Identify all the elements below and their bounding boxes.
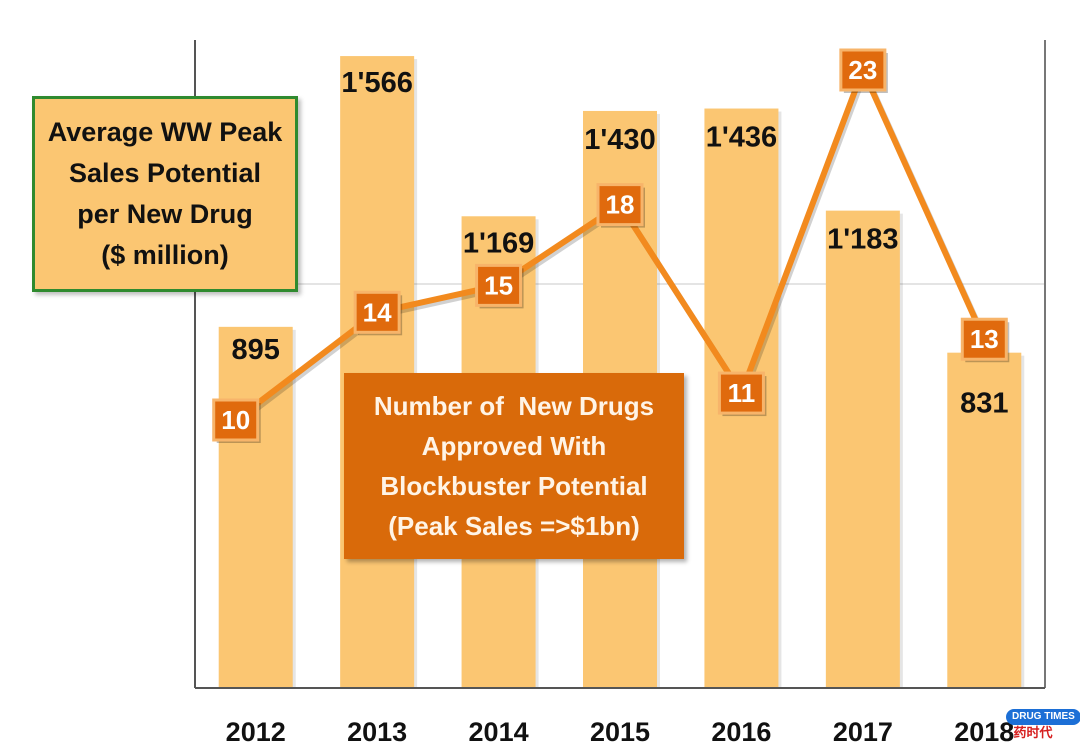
bar-2017 bbox=[825, 210, 900, 689]
marker-2018 bbox=[960, 317, 1008, 361]
bar-value-label-2016: 1'436 bbox=[706, 122, 777, 154]
legend-line-line-3: Blockbuster Potential bbox=[380, 471, 648, 501]
count-label-2016: 11 bbox=[728, 378, 756, 408]
marker-2013 bbox=[353, 290, 401, 334]
bar-value-label-2014: 1'169 bbox=[463, 227, 534, 259]
count-label-2012: 10 bbox=[221, 405, 250, 435]
count-label-2014: 15 bbox=[484, 270, 513, 300]
legend-line-series: Number of New Drugs Approved With Blockb… bbox=[344, 373, 684, 559]
watermark-logo-text: DRUG TIMES bbox=[1006, 709, 1080, 725]
x-tick-labels: 2012 2013 2014 2015 2016 2017 2018 bbox=[226, 717, 1015, 747]
bar-value-label-2012: 895 bbox=[232, 334, 280, 366]
x-tick-label-2014: 2014 bbox=[469, 717, 529, 747]
bar-value-label-2018: 831 bbox=[960, 388, 1008, 420]
bar-2013 bbox=[340, 56, 415, 689]
legend-line-line-2: Approved With bbox=[421, 431, 607, 461]
x-tick-label-2013: 2013 bbox=[347, 717, 407, 747]
x-tick-label-2016: 2016 bbox=[711, 717, 771, 747]
bar-value-labels: 895 1'566 1'169 1'430 1'436 1'183 831 bbox=[232, 67, 1009, 420]
legend-bar-line-1: Average WW Peak bbox=[47, 117, 283, 147]
x-tick-label-2018: 2018 bbox=[954, 717, 1014, 747]
count-label-2015: 18 bbox=[606, 190, 635, 220]
x-tick-label-2015: 2015 bbox=[590, 717, 650, 747]
bar-value-label-2017: 1'183 bbox=[827, 224, 898, 256]
legend-bar-line-2: Sales Potential bbox=[68, 158, 262, 188]
bar-value-label-2013: 1'566 bbox=[341, 67, 412, 99]
legend-line-line-1: Number of New Drugs bbox=[373, 391, 655, 421]
count-label-2018: 13 bbox=[970, 324, 999, 354]
bar-2018 bbox=[947, 352, 1022, 688]
count-label-2017: 23 bbox=[848, 55, 877, 85]
marker-2017 bbox=[839, 48, 887, 92]
watermark-cn-text: 药时代 bbox=[1013, 726, 1053, 741]
x-tick-label-2017: 2017 bbox=[833, 717, 893, 747]
marker-2014 bbox=[475, 263, 523, 307]
bar-2012 bbox=[218, 326, 293, 688]
marker-2015 bbox=[596, 183, 644, 227]
bar-value-label-2015: 1'430 bbox=[584, 124, 655, 156]
count-label-2013: 14 bbox=[363, 297, 392, 327]
legend-bar-line-4: ($ million) bbox=[101, 240, 229, 270]
marker-2012 bbox=[212, 398, 260, 442]
watermark-logo: DRUG TIMES 药时代 bbox=[1006, 706, 1080, 746]
marker-2016 bbox=[717, 371, 765, 415]
approval-count-markers: 10 14 15 18 11 23 13 bbox=[212, 48, 1010, 443]
legend-line-line-4: (Peak Sales =>$1bn) bbox=[388, 511, 640, 541]
x-tick-label-2012: 2012 bbox=[226, 717, 286, 747]
legend-bar-line-3: per New Drug bbox=[77, 199, 253, 229]
legend-bar-series: Average WW Peak Sales Potential per New … bbox=[32, 96, 298, 292]
